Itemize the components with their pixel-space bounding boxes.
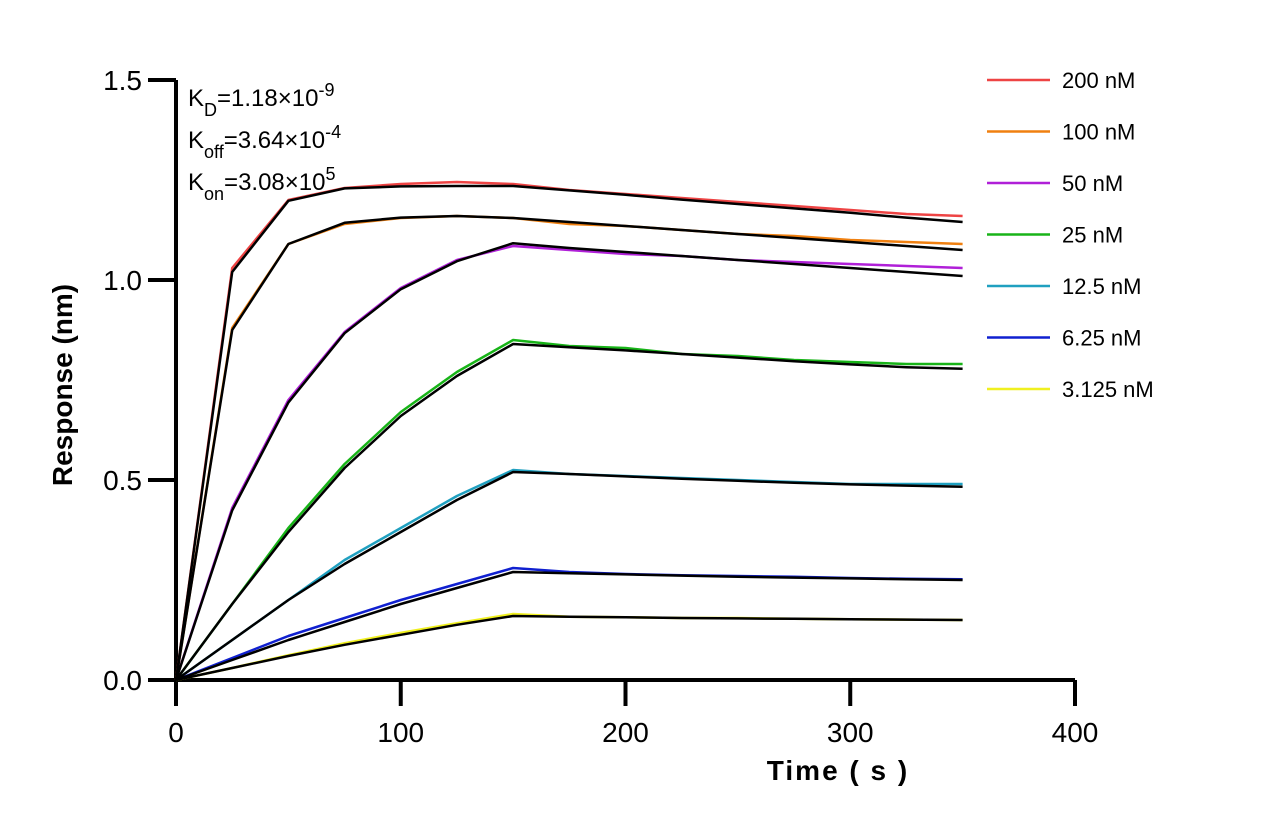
x-axis-title: Time ( s ) [767, 755, 909, 786]
data-line [174, 338, 963, 681]
annotation: KD=1.18×10-9 [188, 80, 334, 120]
legend-label: 3.125 nM [1062, 377, 1154, 402]
data-line [175, 566, 963, 682]
legend-label: 50 nM [1062, 171, 1123, 196]
data-line [174, 244, 963, 681]
annotation-text: =1.18×10 [217, 85, 318, 112]
y-tick-label: 1.0 [103, 265, 142, 296]
annotation-text: =3.64×10 [224, 127, 325, 154]
legend-label: 12.5 nM [1062, 274, 1142, 299]
data-line [174, 180, 963, 681]
annotation-text: =3.08×10 [224, 169, 325, 196]
legend-label: 25 nM [1062, 223, 1123, 248]
data-line [174, 214, 963, 681]
x-tick-label: 300 [827, 717, 874, 748]
x-tick-label: 200 [602, 717, 649, 748]
y-tick-label: 0.0 [103, 665, 142, 696]
annotation-sub: off [204, 142, 225, 162]
fit-line [174, 342, 963, 681]
annotation-base: K [188, 169, 204, 196]
x-tick-label: 400 [1052, 717, 1099, 748]
fit-line [175, 470, 963, 682]
fit-line [174, 184, 963, 681]
legend-label: 200 nM [1062, 68, 1135, 93]
annotation-sup: -4 [325, 122, 341, 142]
annotation: Kon=3.08×105 [188, 164, 336, 204]
fit-line [175, 614, 963, 682]
fit-line [174, 241, 963, 681]
annotation-sup: 5 [325, 164, 335, 184]
x-tick-label: 0 [168, 717, 184, 748]
annotation-base: K [188, 85, 204, 112]
annotation: Koff=3.64×10-4 [188, 122, 341, 162]
x-tick-label: 100 [377, 717, 424, 748]
annotation-base: K [188, 127, 204, 154]
fit-line [174, 214, 963, 681]
data-line [175, 468, 963, 682]
fit-line [175, 570, 963, 682]
legend-label: 6.25 nM [1062, 326, 1142, 351]
legend-label: 100 nM [1062, 120, 1135, 145]
annotation-sub: D [204, 100, 217, 120]
y-axis-title: Response (nm) [47, 284, 78, 486]
annotation-sub: on [204, 184, 224, 204]
y-tick-label: 0.5 [103, 465, 142, 496]
y-tick-label: 1.5 [103, 65, 142, 96]
data-line [175, 612, 963, 682]
annotation-sup: -9 [318, 80, 334, 100]
